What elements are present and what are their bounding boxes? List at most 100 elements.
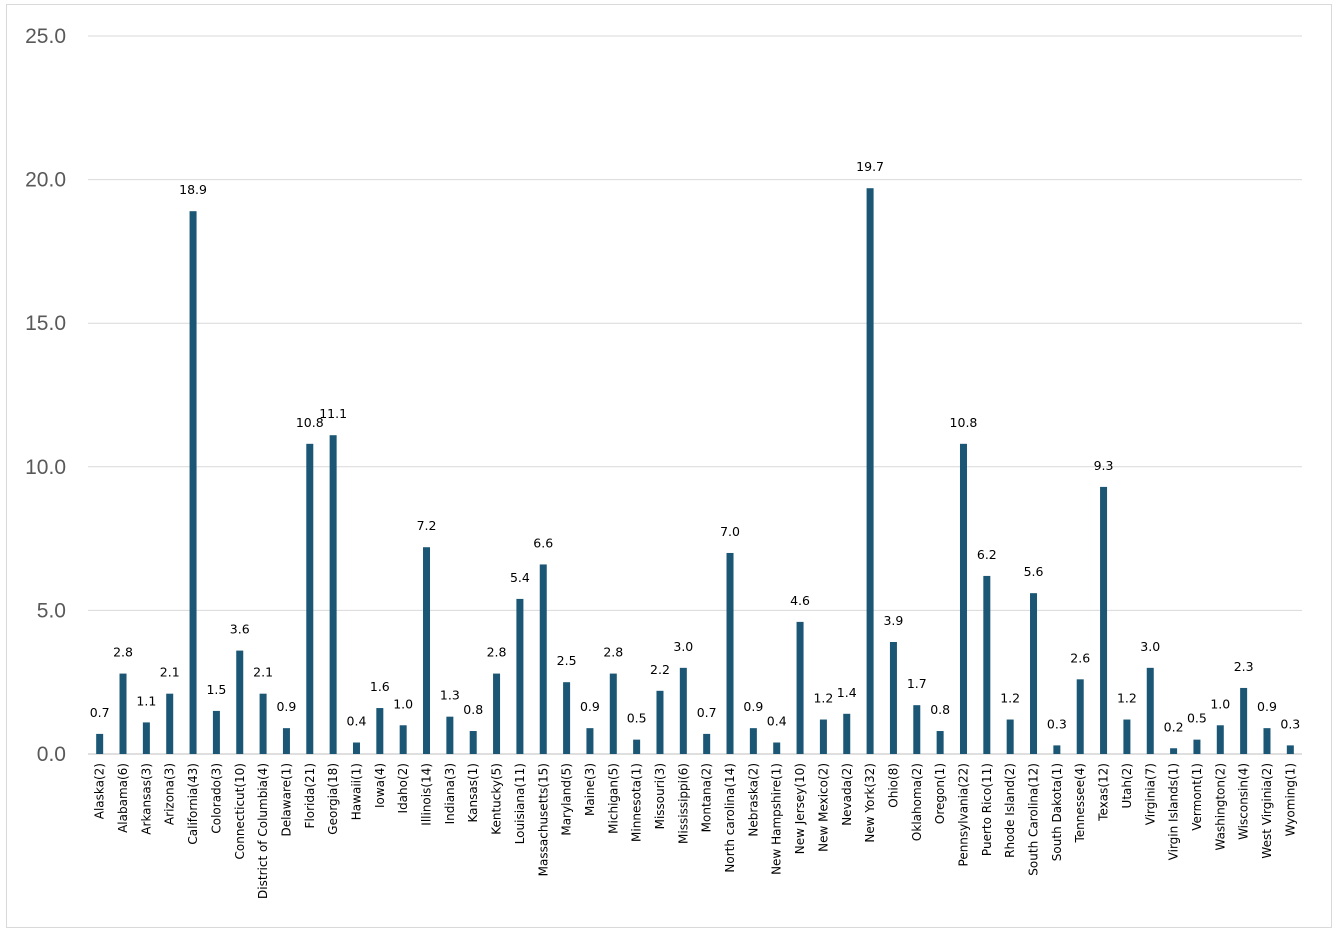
- bar: [959, 443, 967, 754]
- x-tick-label: New Jersey(10): [793, 763, 807, 854]
- bar: [1193, 739, 1201, 754]
- x-tick-label: Idaho(2): [396, 763, 410, 813]
- x-tick-label: Massachusetts(15): [536, 763, 550, 876]
- x-tick-label: District of Columbia(4): [256, 763, 270, 899]
- bar: [1006, 719, 1014, 754]
- bar: [749, 728, 757, 754]
- x-tick-label: South Dakota(1): [1050, 763, 1064, 861]
- data-label: 1.3: [440, 688, 460, 703]
- data-label: 0.5: [627, 711, 647, 726]
- data-label: 0.4: [767, 714, 787, 729]
- data-label: 0.7: [90, 705, 110, 720]
- data-label: 0.5: [1187, 711, 1207, 726]
- data-label: 2.6: [1070, 650, 1090, 665]
- bar: [376, 708, 384, 754]
- x-tick-label: Montana(2): [700, 763, 714, 832]
- data-label: 0.9: [743, 699, 763, 714]
- x-tick-label: Connecticut(10): [233, 763, 247, 860]
- x-tick-label: Texas(12): [1097, 763, 1111, 822]
- bar: [1100, 486, 1108, 754]
- x-tick-label: Mississippi(6): [676, 763, 690, 844]
- y-tick-label: 20.0: [25, 169, 66, 192]
- x-tick-label: South Carolina(12): [1027, 763, 1041, 876]
- data-label: 0.9: [276, 699, 296, 714]
- x-tick-label: Oregon(1): [933, 763, 947, 824]
- bar: [212, 710, 220, 754]
- bar: [866, 188, 874, 754]
- bar: [913, 705, 921, 754]
- bar: [96, 733, 104, 754]
- bar: [166, 693, 174, 754]
- bar: [119, 673, 127, 754]
- x-tick-label: Alabama(6): [116, 763, 130, 833]
- bar: [819, 719, 827, 754]
- bar: [1053, 745, 1061, 754]
- x-tick-label: Oklahoma(2): [910, 763, 924, 841]
- x-tick-label: Washington(2): [1213, 763, 1227, 851]
- y-axis-tick-labels: 0.0 5.0 10.0 15.0 20.0 25.0: [25, 25, 66, 766]
- x-tick-label: Nevada(2): [840, 763, 854, 826]
- bar: [423, 547, 431, 754]
- x-tick-label: Colorado(3): [209, 763, 223, 834]
- bar: [1146, 667, 1154, 754]
- data-label: 0.3: [1047, 716, 1067, 731]
- bar: [796, 621, 804, 754]
- x-tick-label: Michigan(5): [606, 763, 620, 834]
- bar: [469, 731, 477, 754]
- x-tick-label: Arizona(3): [163, 763, 177, 825]
- x-tick-label: Minnesota(1): [630, 763, 644, 842]
- bar: [633, 739, 641, 754]
- x-tick-label: Rhode Island(2): [1003, 763, 1017, 858]
- data-label: 19.7: [856, 159, 884, 174]
- x-axis-tick-labels: Alaska(2) Alabama(6) Arkansas(3) Arizona(3)…: [93, 763, 1298, 899]
- data-label: 1.7: [907, 676, 927, 691]
- bar: [983, 575, 991, 754]
- x-tick-label: Alaska(2): [93, 763, 107, 819]
- x-tick-label: Kansas(1): [466, 763, 480, 822]
- x-tick-label: Indiana(3): [443, 763, 457, 824]
- x-tick-label: West Virginia(2): [1260, 763, 1274, 859]
- bar: [446, 716, 454, 754]
- x-tick-label: Maine(3): [583, 763, 597, 816]
- x-tick-label: Maryland(5): [560, 763, 574, 836]
- x-tick-label: North carolina(14): [723, 763, 737, 873]
- data-label: 3.9: [883, 613, 903, 628]
- bar: [493, 673, 501, 754]
- data-label: 1.4: [837, 685, 857, 700]
- bar: [1076, 679, 1084, 754]
- data-label: 0.2: [1164, 719, 1184, 734]
- data-label: 1.1: [136, 693, 156, 708]
- x-tick-label: Virginia(7): [1143, 763, 1157, 825]
- bar: [936, 731, 944, 754]
- bar: [679, 667, 687, 754]
- x-tick-label: Hawaii(1): [349, 763, 363, 820]
- x-tick-label: Wisconsin(4): [1237, 763, 1251, 840]
- bar: [703, 733, 711, 754]
- data-label: 0.4: [347, 714, 367, 729]
- data-label: 0.7: [697, 705, 717, 720]
- data-label: 1.0: [1210, 696, 1230, 711]
- bar: [1216, 725, 1224, 754]
- x-tick-label: Georgia(18): [326, 763, 340, 835]
- x-tick-label: Louisiana(11): [513, 763, 527, 844]
- y-tick-label: 25.0: [25, 25, 66, 48]
- data-label: 3.6: [230, 622, 250, 637]
- x-tick-label: Utah(2): [1120, 763, 1134, 808]
- x-tick-label: Vermont(1): [1190, 763, 1204, 831]
- data-label: 2.8: [603, 645, 623, 660]
- x-tick-label: Virgin Islands(1): [1167, 763, 1181, 860]
- bar: [1170, 748, 1178, 754]
- x-tick-label: Nebraska(2): [746, 763, 760, 837]
- data-label: 0.3: [1280, 716, 1300, 731]
- x-tick-label: Missouri(3): [653, 763, 667, 829]
- data-label: 1.2: [1000, 691, 1020, 706]
- bar: [306, 443, 314, 754]
- data-label: 18.9: [179, 182, 207, 197]
- data-label: 0.9: [580, 699, 600, 714]
- bar: [329, 435, 337, 754]
- x-tick-label: New York(32): [863, 763, 877, 843]
- x-tick-label: Florida(21): [303, 763, 317, 828]
- bar: [1263, 728, 1271, 754]
- bar: [1240, 687, 1248, 754]
- data-label: 2.5: [557, 653, 577, 668]
